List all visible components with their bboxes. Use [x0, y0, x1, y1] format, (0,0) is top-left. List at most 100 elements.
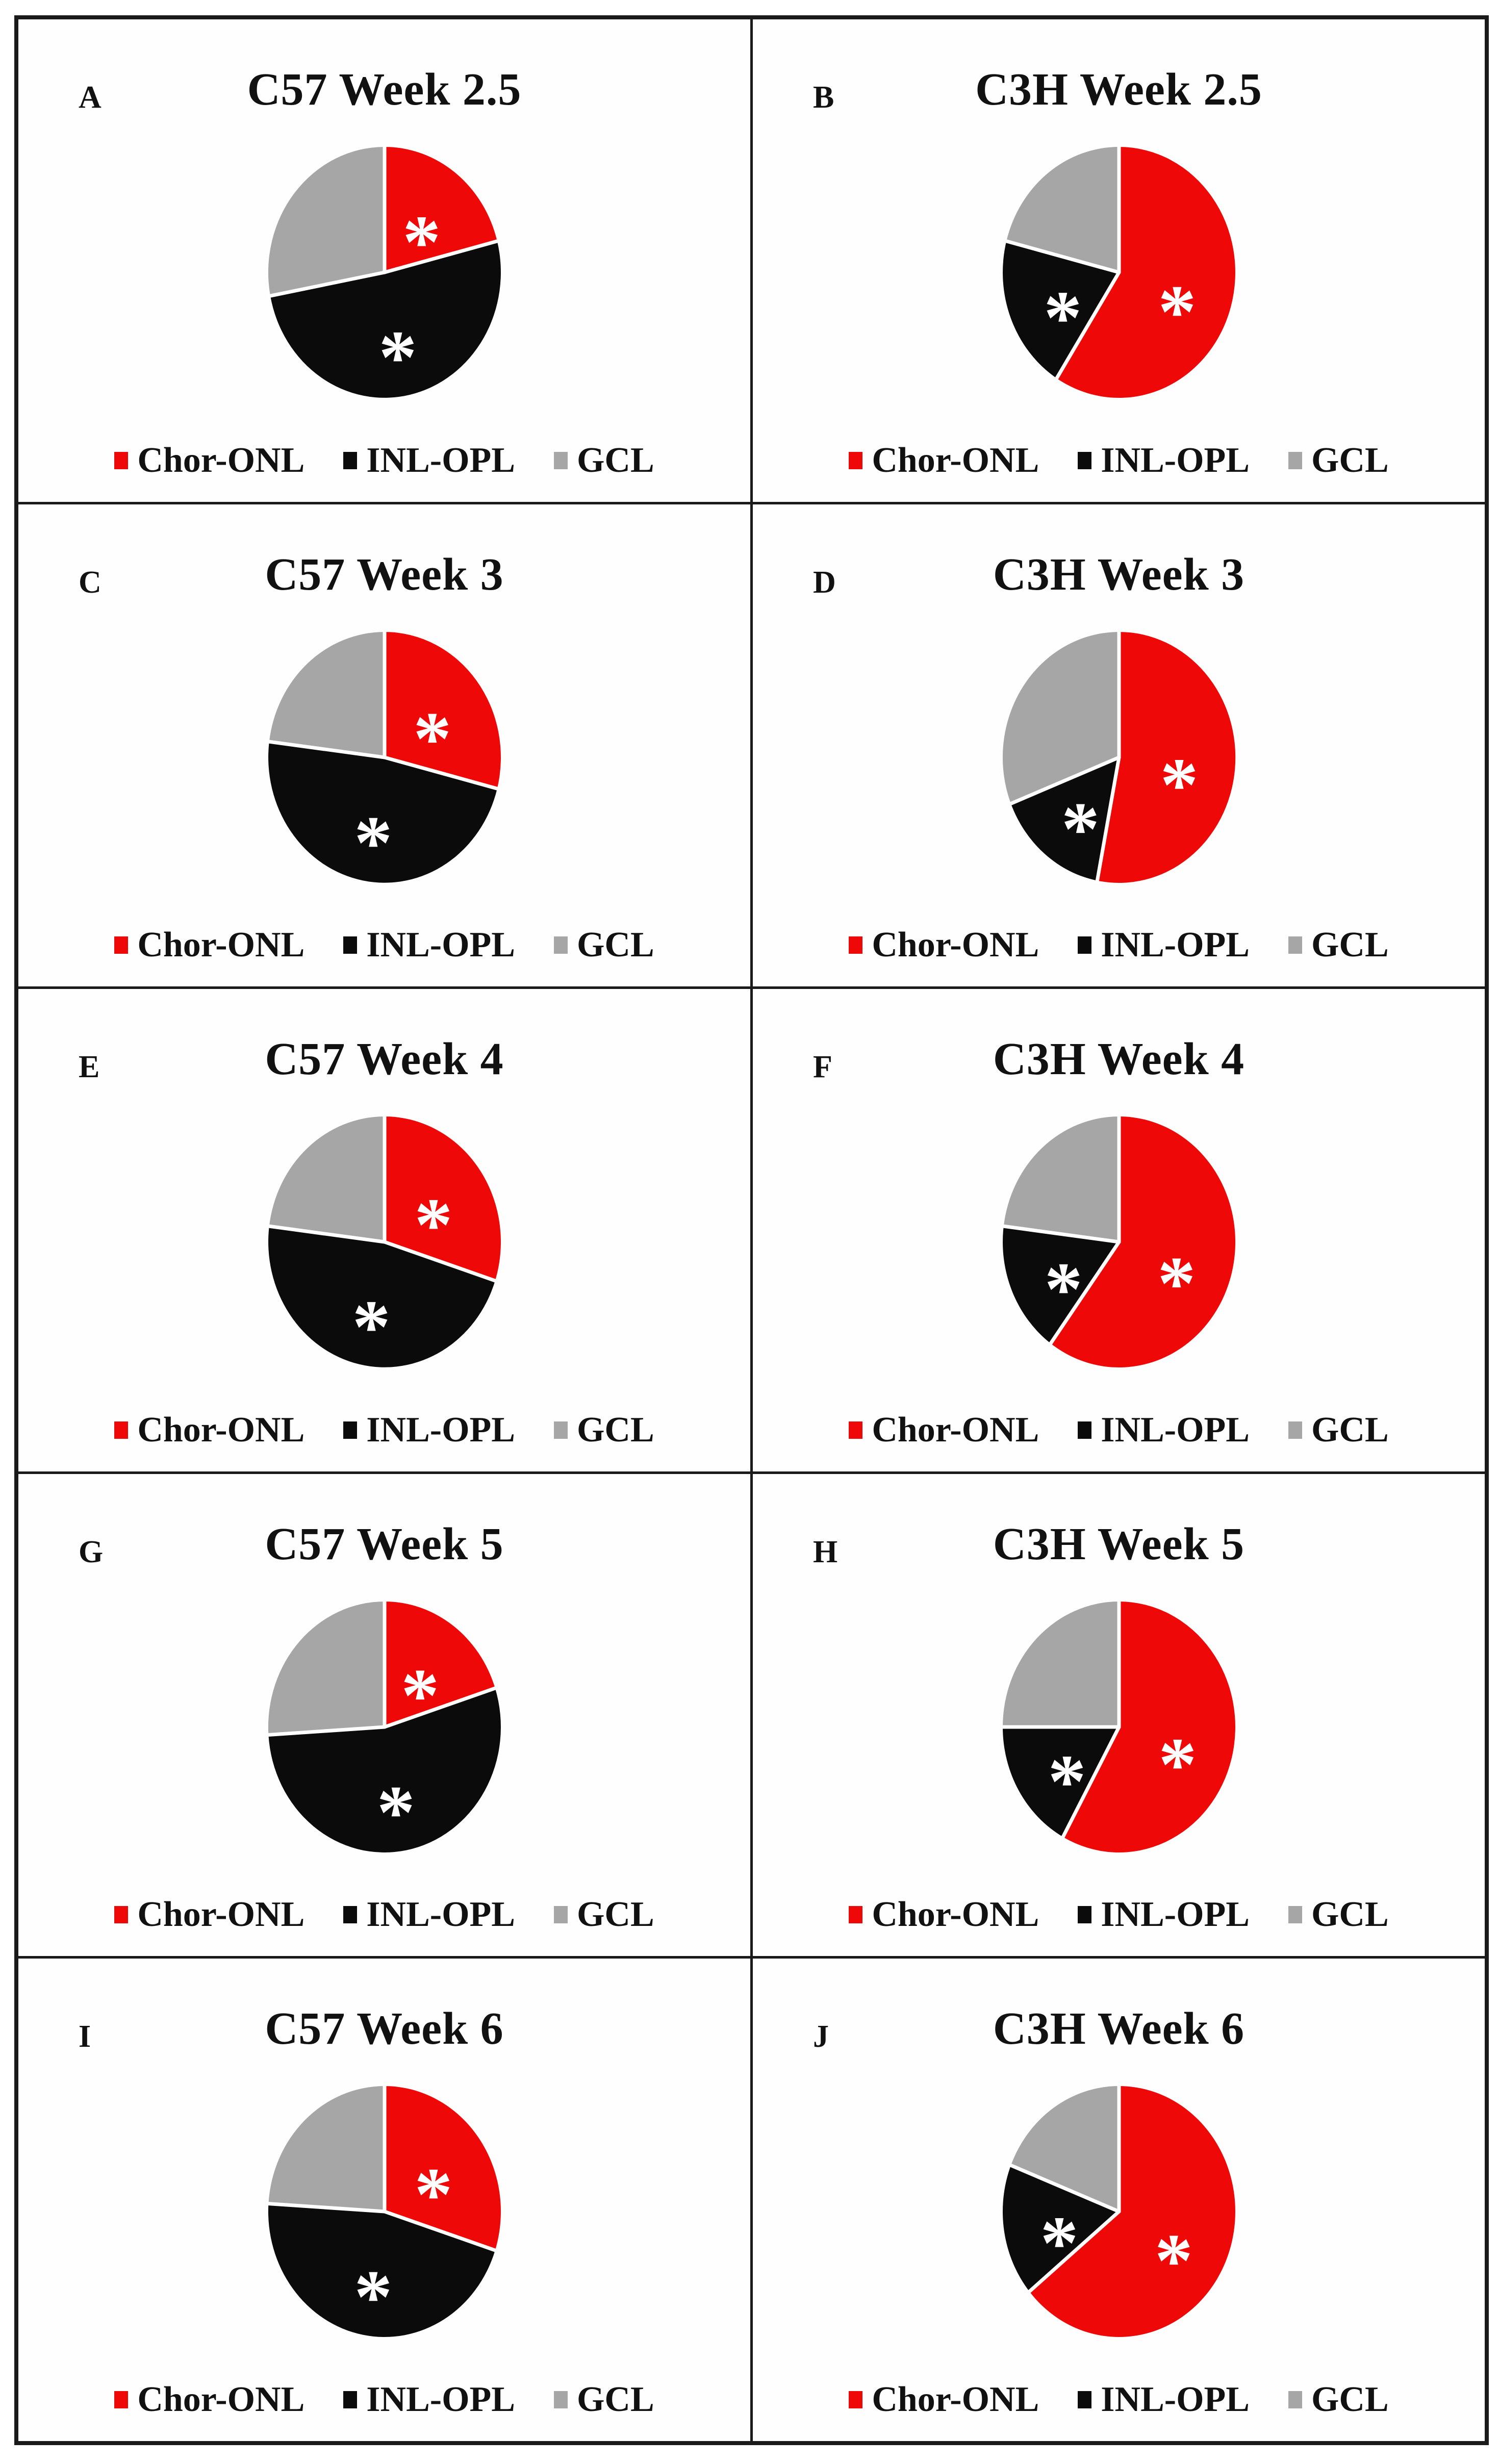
panel-letter: A — [79, 80, 101, 115]
legend-label: INL-OPL — [1101, 1410, 1250, 1450]
pie-slice-chor-onl — [384, 1116, 501, 1281]
pie-slice-chor-onl — [1056, 147, 1235, 398]
legend-label: INL-OPL — [1101, 925, 1250, 965]
legend: Chor-ONL INL-OPL GCL — [18, 1412, 750, 1448]
legend-swatch-inl-opl-icon — [343, 1906, 358, 1924]
panel-title: C3H Week 3 — [993, 549, 1245, 600]
legend-swatch-gcl-icon — [1288, 451, 1302, 469]
pie-chart: ** — [1002, 629, 1235, 883]
legend-item: INL-OPL — [343, 1897, 515, 1933]
asterisk-annotation: * — [1158, 1722, 1197, 1807]
legend-label: Chor-ONL — [872, 440, 1039, 480]
asterisk-annotation: * — [1160, 743, 1198, 827]
pie-slice-inl-opl — [1002, 1226, 1119, 1344]
panel-title: C57 Week 6 — [265, 2003, 504, 2054]
asterisk-annotation: * — [376, 1770, 415, 1855]
panel-letter: J — [813, 2019, 829, 2054]
legend-item: Chor-ONL — [849, 440, 1039, 480]
panel-letter: F — [813, 1050, 832, 1085]
legend: Chor-ONL INL-OPL GCL — [18, 1897, 750, 1933]
pie-chart: ** — [266, 1114, 501, 1369]
pie-chart: ** — [1002, 2084, 1235, 2338]
legend-item: GCL — [1288, 2379, 1389, 2419]
slice-separator-line — [1048, 1240, 1121, 1346]
pie-chart: ** — [1001, 1114, 1235, 1368]
panel-title: C3H Week 4 — [993, 1034, 1245, 1085]
legend-item: Chor-ONL — [849, 1897, 1039, 1933]
legend-item: Chor-ONL — [114, 1412, 304, 1448]
slice-separator-line — [266, 1224, 386, 1244]
panel-letter: B — [813, 80, 834, 115]
legend-label: INL-OPL — [366, 2379, 515, 2419]
legend-swatch-chor-onl-icon — [849, 1421, 863, 1439]
asterisk-annotation: * — [354, 2255, 392, 2340]
slice-separator-line — [383, 1686, 497, 1729]
legend-label: INL-OPL — [366, 1410, 515, 1450]
legend-label: GCL — [1311, 2379, 1389, 2419]
legend-swatch-chor-onl-icon — [849, 2391, 863, 2408]
panel-letter: I — [79, 2019, 91, 2054]
panel-title: C3H Week 6 — [993, 2003, 1245, 2054]
legend-swatch-chor-onl-icon — [114, 2391, 129, 2408]
legend-swatch-inl-opl-icon — [1078, 451, 1092, 469]
legend-swatch-gcl-icon — [1288, 2391, 1302, 2408]
asterisk-annotation: * — [1044, 1247, 1082, 1332]
legend-swatch-chor-onl-icon — [849, 936, 863, 954]
slice-separator-line — [383, 2209, 497, 2253]
legend-item: Chor-ONL — [849, 2379, 1039, 2419]
slice-separator-line — [1060, 1725, 1121, 1839]
legend-swatch-gcl-icon — [553, 936, 568, 954]
legend-label: Chor-ONL — [872, 2379, 1039, 2419]
pie-slice-inl-opl — [268, 1688, 501, 1852]
legend-label: Chor-ONL — [137, 1410, 305, 1450]
pie-slice-chor-onl — [1029, 2086, 1235, 2338]
legend-item: Chor-ONL — [114, 1897, 304, 1933]
panel-letter: C — [79, 565, 101, 600]
legend-swatch-chor-onl-icon — [114, 451, 129, 469]
asterisk-annotation: * — [401, 1653, 439, 1738]
asterisk-annotation: * — [378, 315, 417, 400]
legend: Chor-ONL INL-OPL GCL — [753, 2379, 1485, 2419]
legend-label: GCL — [576, 2379, 654, 2419]
slice-separator-line — [1001, 1224, 1121, 1244]
panel-title: C57 Week 4 — [265, 1034, 504, 1085]
slice-separator-line — [1008, 755, 1121, 806]
legend-item: Chor-ONL — [849, 927, 1039, 963]
pie-slice-gcl — [268, 1601, 385, 1735]
legend-item: GCL — [553, 927, 654, 963]
slice-separator-line — [266, 2202, 386, 2214]
pie-panel-e: E C57 Week 4 * * Chor-ONL INL-OPL GCL — [18, 989, 750, 1471]
legend-item: INL-OPL — [1078, 442, 1250, 478]
legend-item: Chor-ONL — [114, 442, 304, 478]
pie-chart: ** — [266, 2084, 501, 2340]
pie-slice-gcl — [269, 1116, 385, 1242]
legend-label: INL-OPL — [366, 925, 515, 965]
legend-item: INL-OPL — [343, 2379, 515, 2419]
legend-item: Chor-ONL — [849, 1412, 1039, 1448]
asterisk-annotation: * — [1158, 270, 1196, 354]
legend-label: Chor-ONL — [137, 2379, 305, 2419]
legend-label: Chor-ONL — [137, 1895, 305, 1935]
pie-panel-c: C C57 Week 3 * * Chor-ONL INL-OPL GCL — [18, 504, 750, 987]
legend-swatch-gcl-icon — [553, 1421, 568, 1439]
slice-separator-line — [266, 740, 386, 759]
legend-swatch-inl-opl-icon — [343, 451, 358, 469]
pie-slice-chor-onl — [1050, 1116, 1235, 1368]
pie-chart: ** — [266, 1599, 501, 1855]
legend-item: GCL — [1288, 442, 1389, 478]
legend: Chor-ONL INL-OPL GCL — [753, 927, 1485, 963]
asterisk-annotation: * — [352, 1285, 390, 1369]
pie-chart: ** — [267, 144, 501, 400]
legend: Chor-ONL INL-OPL GCL — [18, 927, 750, 963]
legend-item: INL-OPL — [1078, 2381, 1250, 2418]
panel-grid: A C57 Week 2.5 * * Chor-ONL INL-OPL GCL B… — [18, 19, 1485, 2441]
pie-panel-h: H C3H Week 5 * * Chor-ONL INL-OPL GCL — [753, 1474, 1485, 1957]
pie-slice-chor-onl — [384, 147, 497, 272]
pie-slice-gcl — [1010, 2086, 1119, 2212]
legend-item: Chor-ONL — [114, 927, 304, 963]
legend-label: INL-OPL — [366, 1895, 515, 1935]
pie-slice-gcl — [269, 631, 385, 757]
asterisk-annotation: * — [414, 1183, 452, 1267]
legend-item: INL-OPL — [1078, 927, 1250, 963]
pie-chart: ** — [266, 629, 501, 885]
